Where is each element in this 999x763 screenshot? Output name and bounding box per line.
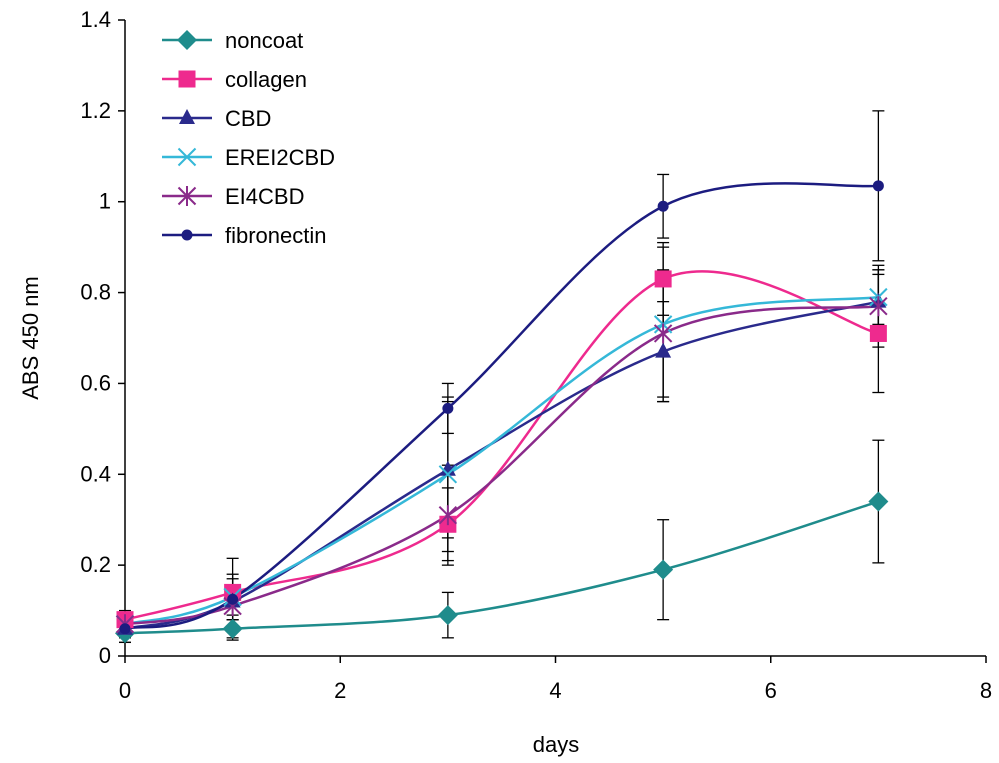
data-point-noncoat xyxy=(653,559,674,580)
legend-label-noncoat: noncoat xyxy=(225,28,303,53)
series-line-group xyxy=(124,182,879,635)
y-tick-label: 0 xyxy=(99,643,111,668)
data-point-erei2cbd xyxy=(438,465,458,484)
data-point-fibronectin xyxy=(657,200,669,212)
x-tick-label: 2 xyxy=(334,678,346,703)
y-tick-label: 0.8 xyxy=(80,280,111,305)
y-tick-label: 0.6 xyxy=(80,370,111,395)
x-tick-label: 6 xyxy=(765,678,777,703)
legend-marker-ei4cbd xyxy=(177,186,197,206)
data-point-noncoat xyxy=(222,618,243,639)
series-line-fibronectin xyxy=(124,182,879,630)
legend-marker-erei2cbd-stroke xyxy=(177,147,197,167)
y-tick-group: 0 0.2 0.4 0.6 0.8 1 1.2 1.4 xyxy=(80,7,125,668)
legend-label-collagen: collagen xyxy=(225,67,307,92)
legend-marker-noncoat xyxy=(177,30,197,50)
data-point-collagen xyxy=(654,270,672,288)
legend: noncoat collagen CBD EREI2CBD EI4CBD fibronec… xyxy=(162,28,335,248)
legend-marker-collagen xyxy=(178,70,196,88)
y-tick-label: 0.2 xyxy=(80,552,111,577)
x-tick-label: 8 xyxy=(980,678,992,703)
y-tick-label: 1.4 xyxy=(80,7,111,32)
legend-item-ei4cbd: EI4CBD xyxy=(162,184,304,209)
data-point-noncoat xyxy=(868,491,889,512)
x-tick-group: 0 2 4 6 8 xyxy=(119,656,992,703)
marker-group xyxy=(115,180,889,644)
y-axis-label: ABS 450 nm xyxy=(18,276,43,400)
legend-marker-erei2cbd xyxy=(177,147,197,167)
legend-label-fibronectin: fibronectin xyxy=(225,223,327,248)
legend-label-cbd: CBD xyxy=(225,106,271,131)
y-tick-label: 0.4 xyxy=(80,461,111,486)
series-line-ei4cbd xyxy=(124,304,879,626)
y-tick-label: 1 xyxy=(99,189,111,214)
series-line-cbd xyxy=(124,300,879,630)
data-point-cbd xyxy=(655,342,672,358)
legend-item-fibronectin: fibronectin xyxy=(162,223,327,248)
data-point-fibronectin xyxy=(227,593,239,605)
series-line-erei2cbd xyxy=(124,295,879,626)
y-tick-label: 1.2 xyxy=(80,98,111,123)
legend-item-cbd: CBD xyxy=(162,106,271,131)
legend-marker-cbd xyxy=(179,109,195,124)
data-point-ei4cbd xyxy=(438,505,458,526)
legend-item-collagen: collagen xyxy=(162,67,307,92)
data-point-erei2cbd-stroke xyxy=(438,465,458,484)
data-point-fibronectin xyxy=(872,180,884,192)
data-point-noncoat xyxy=(437,605,458,626)
data-point-fibronectin xyxy=(442,402,454,414)
legend-label-erei2cbd: EREI2CBD xyxy=(225,145,335,170)
data-point-ei4cbd xyxy=(869,296,888,317)
series-line-noncoat xyxy=(124,500,879,635)
legend-label-ei4cbd: EI4CBD xyxy=(225,184,304,209)
data-point-ei4cbd xyxy=(653,323,673,344)
x-tick-label: 4 xyxy=(549,678,561,703)
x-tick-label: 0 xyxy=(119,678,131,703)
legend-item-noncoat: noncoat xyxy=(162,28,303,53)
data-point-collagen xyxy=(869,324,887,342)
legend-item-erei2cbd: EREI2CBD xyxy=(162,145,335,170)
legend-marker-fibronectin xyxy=(181,229,193,241)
data-point-cbd xyxy=(439,460,456,476)
data-point-fibronectin xyxy=(119,623,131,635)
x-axis-label: days xyxy=(533,732,579,757)
